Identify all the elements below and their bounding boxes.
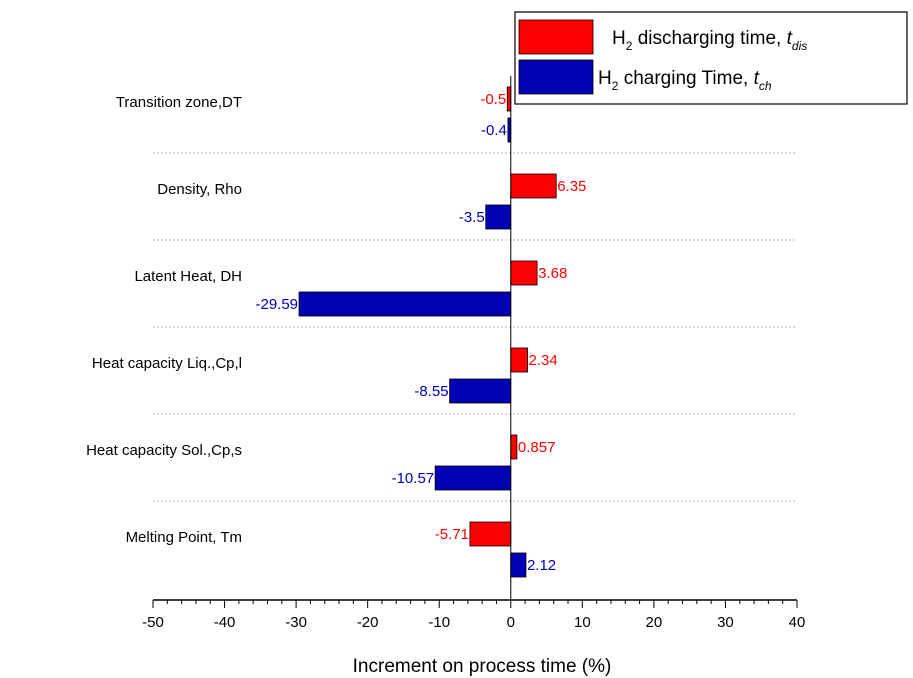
bar-charging <box>449 378 512 404</box>
value-label: -8.55 <box>414 383 448 400</box>
bar-discharging <box>510 434 518 460</box>
value-label: 2.34 <box>529 352 558 369</box>
x-tick-label: 10 <box>574 614 591 631</box>
x-tick-label: 40 <box>789 614 806 631</box>
value-label: -0.5 <box>480 91 506 108</box>
x-axis-title: Increment on process time (%) <box>353 656 612 677</box>
category-labels: Transition zone,DT Density, Rho Latent Hea… <box>86 94 242 546</box>
value-label: -5.71 <box>435 526 469 543</box>
bars <box>298 86 557 578</box>
value-labels: -0.5 -0.4 6.35 -3.5 3.68 -29.59 2.34 -8.55 0.857… <box>255 91 586 574</box>
category-label: Heat capacity Sol.,Cp,s <box>86 442 242 459</box>
value-label: 2.12 <box>527 557 556 574</box>
value-label: -29.59 <box>255 296 298 313</box>
x-tick-label: -20 <box>357 614 379 631</box>
legend-label-discharging: H2 discharging time, tdis <box>612 28 807 53</box>
bar-discharging <box>510 173 557 199</box>
bar-discharging <box>469 521 512 547</box>
value-label: 6.35 <box>557 178 586 195</box>
value-label: 0.857 <box>518 439 556 456</box>
x-tick-label: -10 <box>428 614 450 631</box>
x-tick-label: -40 <box>214 614 236 631</box>
legend-swatch-discharging <box>518 19 594 55</box>
legend-label-charging: H2 charging Time, tch <box>598 68 772 93</box>
legend: H2 discharging time, tdis H2 charging Tim… <box>514 11 908 105</box>
bar-charging <box>485 204 512 230</box>
category-label: Latent Heat, DH <box>134 268 242 285</box>
category-label: Density, Rho <box>157 181 242 198</box>
value-label: -3.5 <box>459 209 485 226</box>
x-axis: -50 -40 -30 -20 -10 0 10 20 30 40 <box>142 76 805 631</box>
category-label: Heat capacity Liq.,Cp,l <box>92 355 242 372</box>
bar-charging <box>510 552 527 578</box>
bar-discharging <box>510 260 538 286</box>
category-label: Transition zone,DT <box>116 94 242 111</box>
grid-lines <box>153 152 797 502</box>
value-label: -0.4 <box>481 122 507 139</box>
value-label: -10.57 <box>392 470 435 487</box>
x-tick-label: -30 <box>285 614 307 631</box>
bar-charging <box>434 465 512 491</box>
x-tick-label: 20 <box>646 614 663 631</box>
bar-discharging <box>510 347 528 373</box>
category-label: Melting Point, Tm <box>126 529 242 546</box>
bar-charging <box>298 291 512 317</box>
x-tick-label: -50 <box>142 614 164 631</box>
x-tick-label: 0 <box>507 614 515 631</box>
bar-discharging <box>506 86 512 112</box>
x-tick-label: 30 <box>717 614 734 631</box>
value-label: 3.68 <box>538 265 567 282</box>
legend-swatch-charging <box>518 59 594 95</box>
